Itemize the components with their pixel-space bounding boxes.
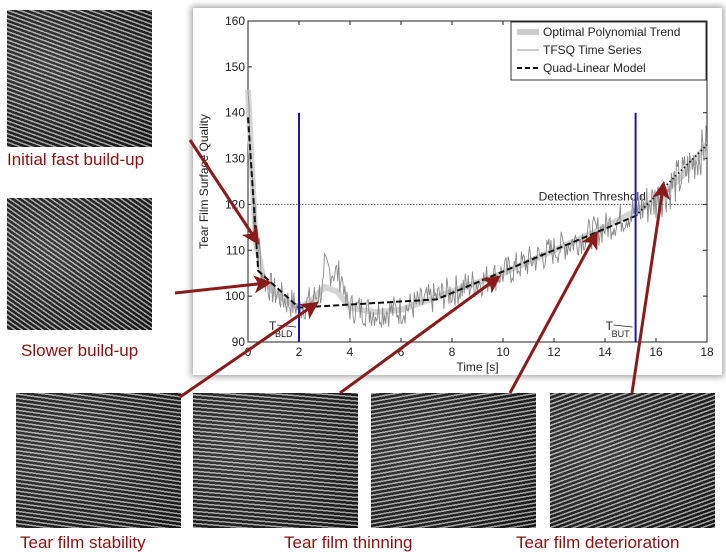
tear-film-image-initial [7, 10, 152, 147]
chart-panel: 02468101214161890100110120130140150160Ti… [193, 8, 722, 375]
annotation-arrow-3 [179, 301, 319, 399]
x-tick-label: 8 [449, 345, 456, 359]
label-stability: Tear film stability [20, 533, 146, 552]
marker-arrow [276, 324, 297, 328]
tear-film-image-slower [7, 198, 152, 330]
y-tick-label: 100 [225, 289, 245, 303]
marker-arrow [613, 324, 633, 328]
x-tick-label: 16 [649, 345, 663, 359]
y-tick-label: 110 [226, 243, 245, 257]
marker-label-bld: T [269, 319, 277, 333]
tfsq-chart: 02468101214161890100110120130140150160Ti… [197, 14, 714, 374]
x-tick-label: 18 [700, 345, 714, 359]
legend-entry: Optimal Polynomial Trend [543, 25, 680, 39]
annotation-arrow-1 [188, 139, 260, 246]
x-tick-label: 14 [598, 345, 612, 359]
annotation-arrow-5 [508, 230, 598, 394]
x-tick-label: 4 [347, 345, 354, 359]
tear-film-image-thinning [193, 393, 358, 528]
tfsq-time-series-line [247, 90, 708, 328]
y-tick-label: 140 [225, 106, 245, 120]
x-tick-label: 2 [296, 345, 303, 359]
marker-subscript-but: BUT [612, 329, 631, 339]
legend: Optimal Polynomial Trend TFSQ Time Series… [510, 21, 707, 81]
legend-entry: Quad-Linear Model [543, 61, 646, 75]
tear-film-image-deterioration [550, 393, 715, 528]
x-axis-label: Time [s] [456, 360, 498, 374]
x-tick-label: 12 [547, 345, 561, 359]
legend-box [510, 21, 707, 81]
annotation-arrow-6 [630, 181, 671, 394]
detection-threshold-label: Detection Threshold [539, 189, 646, 203]
x-tick-label: 10 [496, 345, 510, 359]
legend-entry: TFSQ Time Series [543, 43, 642, 57]
label-initial: Initial fast build-up [7, 150, 145, 169]
tear-film-image-stability [16, 393, 181, 528]
label-slower: Slower build-up [21, 341, 139, 360]
y-tick-label: 150 [225, 60, 245, 74]
marker-subscript-bld: BLD [275, 329, 293, 339]
tear-film-image-thinning-2 [371, 393, 536, 528]
y-tick-label: 160 [225, 14, 245, 28]
label-deterioration: Tear film deterioration [516, 533, 680, 552]
marker-label-but: T [606, 319, 614, 333]
annotation-arrow-4 [339, 275, 501, 395]
label-thinning: Tear film thinning [284, 533, 413, 552]
x-tick-label: 6 [398, 345, 405, 359]
y-axis-label: Tear Film Surface Quality [197, 114, 211, 249]
y-tick-label: 130 [225, 152, 245, 166]
y-tick-label: 90 [232, 335, 246, 349]
annotation-arrow-2 [174, 275, 272, 295]
quad-linear-extrapolation-line [634, 144, 708, 217]
